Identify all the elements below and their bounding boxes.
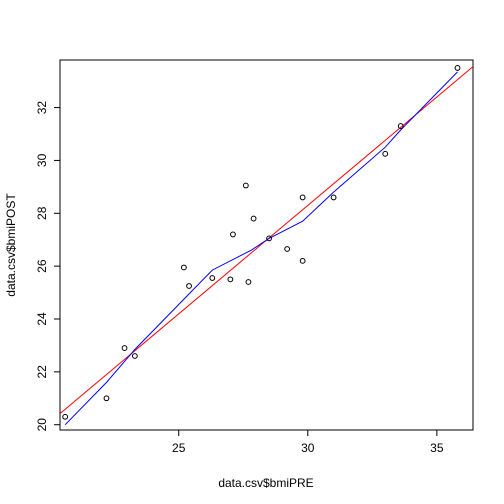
data-point <box>299 257 306 264</box>
x-tick-label: 30 <box>301 441 315 455</box>
y-tick-label: 30 <box>35 153 49 167</box>
y-tick-label: 32 <box>35 101 49 115</box>
data-point <box>454 65 461 71</box>
data-point <box>131 353 138 359</box>
data-point <box>299 194 306 201</box>
plot-frame <box>59 59 474 431</box>
data-point <box>397 123 404 129</box>
data-point <box>209 275 216 281</box>
data-point <box>186 283 192 289</box>
data-point <box>250 215 257 222</box>
fit-lines <box>60 66 473 426</box>
x-tick-label: 25 <box>172 441 186 455</box>
data-point <box>242 182 249 189</box>
y-tick-label: 26 <box>35 259 49 273</box>
data-point <box>330 194 337 201</box>
smooth-curve-line <box>64 71 458 426</box>
data-point <box>62 413 69 420</box>
data-point <box>103 395 110 402</box>
data-point <box>121 345 128 351</box>
y-tick-label: 28 <box>35 206 49 220</box>
y-tick-label: 20 <box>35 418 49 432</box>
y-tick-label: 22 <box>35 365 49 379</box>
x-tick-label: 35 <box>430 441 444 455</box>
data-point <box>230 231 236 238</box>
y-axis: 20 22 24 26 28 30 32 <box>35 101 60 432</box>
data-points <box>62 65 461 420</box>
data-point <box>245 279 252 285</box>
y-tick-label: 24 <box>35 312 49 326</box>
x-axis: 25 30 35 <box>172 430 444 455</box>
data-point <box>227 276 234 283</box>
data-point <box>284 246 291 252</box>
x-axis-label: data.csv$bmiPRE <box>218 476 313 490</box>
data-point <box>266 235 272 242</box>
y-axis-label: data.csv$bmiPOST <box>4 193 18 297</box>
data-point <box>382 150 389 157</box>
data-point <box>181 264 187 271</box>
